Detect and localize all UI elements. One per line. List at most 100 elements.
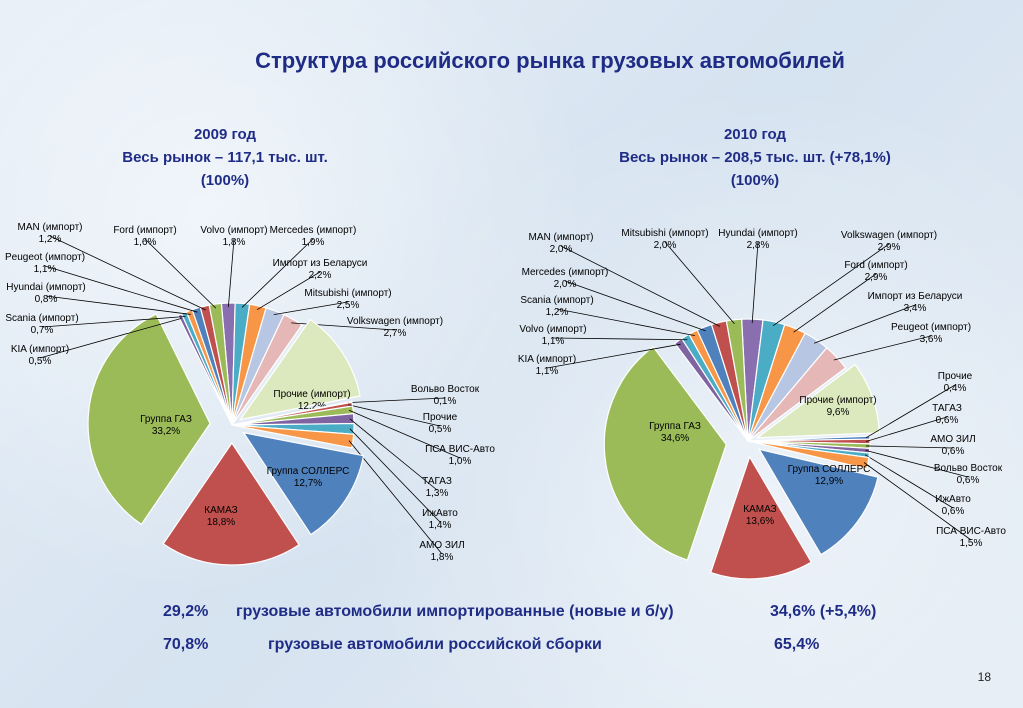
slice-label-name: MAN (импорт) (17, 222, 82, 233)
slice-label-name: Прочие (импорт) (799, 395, 876, 406)
leader-line (664, 241, 735, 325)
slice-label-name: АМО ЗИЛ (419, 540, 464, 551)
chart-header-2010: 2010 год Весь рынок – 208,5 тыс. шт. (+7… (560, 123, 950, 192)
slice-label-value: 2,0% (654, 240, 677, 251)
leader-line (793, 273, 877, 333)
leader-line (864, 454, 954, 509)
pie-slice-группа-соллерс (242, 431, 365, 536)
slice-label-name: Peugeot (импорт) (5, 252, 85, 263)
slice-label-name: Scania (импорт) (5, 313, 78, 324)
page-number: 18 (977, 670, 991, 684)
slice-label-name: ИжАвто (935, 494, 971, 505)
leader-line (39, 317, 182, 359)
slice-label-name: КАМАЗ (743, 504, 776, 515)
slice-label-name: Volvo (импорт) (519, 324, 586, 335)
slice-label-name: Mitsubishi (импорт) (304, 288, 391, 299)
slice-label-name: ТАГАЗ (422, 476, 452, 487)
leader-line (348, 404, 441, 427)
chart-market-total: Весь рынок – 117,1 тыс. шт. (122, 149, 328, 166)
leader-line (865, 416, 948, 442)
slice-label-name: Группа ГАЗ (140, 414, 192, 425)
slice-label-value: 0,5% (429, 424, 452, 435)
leader-line (227, 238, 235, 308)
slice-label-value: 1,1% (536, 366, 559, 377)
summary-import-2009: 29,2% (163, 603, 209, 620)
slice-label-value: 12,2% (298, 401, 326, 412)
slice-label-value: 3,6% (920, 334, 943, 345)
leader-line (813, 304, 916, 344)
slice-label-value: 2,0% (554, 279, 577, 290)
pie-slice-mitsubishi-импорт (725, 318, 749, 442)
leader-line (865, 445, 954, 449)
pie-slice-группа-газ (87, 313, 211, 526)
chart-percent: (100%) (200, 172, 250, 189)
slice-label-name: КАМАЗ (204, 505, 237, 516)
slice-label-value: 1,8% (223, 237, 246, 248)
slice-label-value: 34,6% (661, 433, 689, 444)
slice-label-value: 33,2% (152, 426, 180, 437)
slice-label-value: 0,7% (31, 325, 54, 336)
pie-slice-группа-газ (603, 346, 727, 561)
slice-label-value: 3,4% (904, 303, 927, 314)
slice-label-name: ИжАвто (422, 508, 458, 519)
summary-domestic-2009: 70,8% (163, 636, 209, 653)
pie-slice-амо-зил (231, 424, 355, 449)
chart-percent: (100%) (730, 172, 780, 189)
summary-domestic-2010: 65,4% (774, 636, 820, 653)
pie-slice-камаз (162, 441, 300, 566)
pie-slice-прочие-импорт (239, 318, 361, 421)
summary-import-label: грузовые автомобили импортированные (нов… (236, 603, 674, 620)
slice-label-name: Mercedes (импорт) (522, 267, 609, 278)
slice-label-value: 9,6% (827, 407, 850, 418)
slice-label-name: Прочие (423, 412, 458, 423)
leader-line (560, 245, 721, 327)
leader-line (348, 409, 461, 459)
slice-label-value: 12,9% (815, 476, 843, 487)
slice-label-name: Прочие (импорт) (273, 389, 350, 400)
leader-line (256, 271, 321, 311)
slice-label-value: 1,4% (429, 520, 452, 531)
pie-slice-peugeot-импорт (747, 346, 847, 442)
leader-line (273, 301, 349, 316)
slice-label-value: 0,6% (957, 475, 980, 486)
slice-label-name: Scania (импорт) (520, 295, 593, 306)
leader-line (833, 335, 932, 361)
slice-label-name: Mitsubishi (импорт) (621, 228, 708, 239)
leader-line (348, 440, 443, 555)
slice-label-value: 1,8% (431, 552, 454, 563)
slice-label-value: 18,8% (207, 517, 235, 528)
slice-label-name: Прочие (938, 371, 973, 382)
slice-label-value: 13,6% (746, 516, 774, 527)
slice-label-value: 2,5% (337, 300, 360, 311)
leader-line (349, 418, 438, 491)
slice-label-value: 2,2% (309, 270, 332, 281)
leader-line (556, 308, 695, 337)
slice-label-name: Группа СОЛЛЕРС (267, 466, 350, 477)
slice-label-name: KIA (импорт) (518, 354, 576, 365)
chart-year: 2010 год (723, 126, 787, 143)
pie-slice-ford-импорт (208, 302, 233, 426)
slice-label-name: Volkswagen (импорт) (347, 316, 443, 327)
slice-label-value: 1,1% (542, 336, 565, 347)
slice-label-value: 1,9% (302, 237, 325, 248)
slice-label-name: Ford (импорт) (113, 225, 176, 236)
slice-label-name: Импорт из Беларуси (868, 291, 963, 302)
slice-label-value: 1,6% (134, 237, 157, 248)
leader-line (751, 241, 759, 324)
slice-label-value: 2,8% (747, 240, 770, 251)
leader-line (45, 295, 191, 315)
slice-label-value: 1,0% (449, 456, 472, 467)
chart-market-total: Весь рынок – 208,5 тыс. шт. (+78,1%) (619, 149, 891, 166)
slice-label-value: 1,2% (39, 234, 62, 245)
summary-import-2010: 34,6% (+5,4%) (770, 603, 877, 620)
slice-label-value: 2,7% (384, 328, 407, 339)
leader-line (347, 397, 446, 404)
leader-line (349, 428, 441, 523)
summary-domestic-label: грузовые автомобили российской сборки (268, 636, 602, 653)
pie-slice-прочие-импорт (755, 363, 880, 439)
pie-chart-2009: Volvo (импорт)1,8%Mercedes (импорт)1,9%И… (5, 222, 495, 566)
slice-label-value: 2,9% (865, 272, 888, 283)
slice-label-name: ПСА ВИС-Авто (936, 526, 1006, 537)
chart-year: 2009 год (193, 126, 257, 143)
